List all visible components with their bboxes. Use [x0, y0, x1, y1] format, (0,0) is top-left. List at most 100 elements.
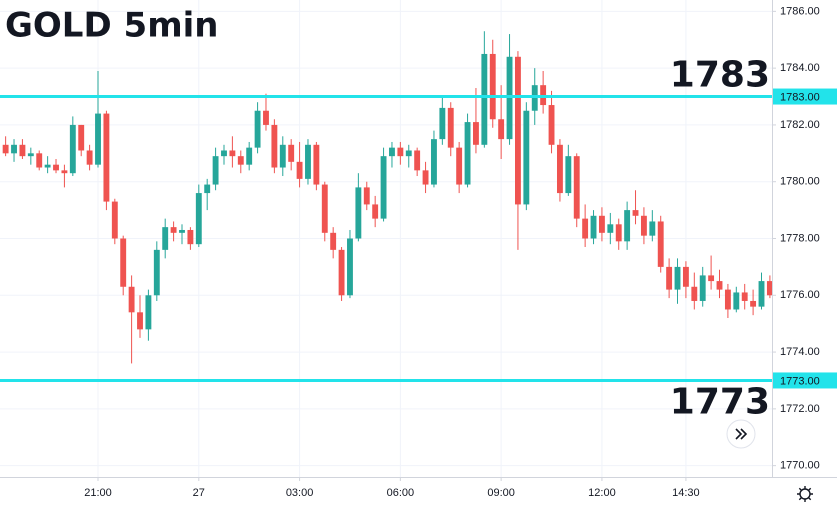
candle-body [120, 238, 127, 287]
candle-body [498, 119, 505, 140]
candle-body [565, 156, 572, 194]
candle-body [666, 266, 673, 290]
candle-body [489, 53, 496, 120]
candle-body [36, 153, 43, 168]
candle-body [615, 224, 622, 242]
y-tick-label: 1774.00 [780, 346, 820, 358]
candle-body [347, 238, 353, 296]
candle-body [372, 204, 379, 219]
candle-body [229, 150, 236, 157]
candle-body [473, 122, 479, 145]
candle-body [263, 110, 269, 125]
candle-body [422, 170, 429, 185]
candle-body [86, 150, 93, 165]
y-tick-label: 1770.00 [780, 460, 820, 472]
gear-icon[interactable] [799, 488, 811, 500]
candle-body [624, 210, 631, 242]
candle-body [153, 249, 160, 296]
candle-body [414, 150, 421, 171]
candle-body [431, 139, 437, 185]
candle-body [212, 156, 219, 185]
candle-body [296, 161, 303, 179]
candle-body [573, 156, 580, 219]
candle-body [699, 275, 706, 301]
candle-body [103, 113, 110, 202]
candle-body [691, 286, 698, 301]
candle-body [733, 292, 740, 310]
candle-body [724, 289, 731, 310]
level-badge-label: 1783.00 [780, 91, 820, 103]
y-tick-label: 1784.00 [780, 62, 820, 74]
candle-body [481, 53, 488, 145]
candle-body [44, 164, 51, 168]
y-tick-label: 1776.00 [780, 289, 820, 301]
candle-body [716, 281, 723, 290]
candle-body [27, 153, 34, 157]
candle-body [254, 110, 261, 148]
levels: 1783 1773 [0, 55, 772, 422]
candle-body [397, 147, 404, 157]
scroll-icon[interactable] [735, 428, 748, 440]
x-tick-label: 27 [193, 487, 205, 499]
settings-button[interactable] [797, 486, 813, 502]
candle-body [11, 144, 17, 154]
candle-body [582, 218, 589, 239]
candle-body [439, 107, 446, 140]
y-tick-label: 1772.00 [780, 403, 820, 415]
candle-body [708, 275, 715, 282]
level-badge-label: 1773.00 [780, 375, 820, 387]
y-tick-label: 1786.00 [780, 5, 820, 17]
scroll-button[interactable] [726, 419, 756, 449]
y-tick-label: 1780.00 [780, 176, 820, 188]
candle-body [330, 232, 337, 250]
x-tick-label: 21:00 [84, 487, 112, 499]
candle-body [162, 227, 169, 250]
level-badge [773, 372, 837, 389]
candle-body [515, 56, 521, 205]
candle-body [456, 147, 463, 185]
candle-body [53, 164, 59, 171]
axes: 1770.00 1772.00 1774.00 1776.00 1778.00 1780.… [84, 5, 837, 499]
candle-body [640, 215, 647, 236]
candle-body [632, 210, 639, 216]
y-tick-label: 1782.00 [780, 119, 820, 131]
candle-body [2, 144, 9, 154]
candle-body [179, 229, 185, 233]
candle-body [464, 122, 471, 185]
candle-body [389, 147, 395, 157]
candle-body [145, 295, 152, 330]
candle-body [246, 147, 253, 165]
candle-body [137, 312, 143, 330]
candle-body [95, 113, 101, 165]
candle-body [111, 201, 118, 239]
gear-teeth[interactable] [797, 486, 813, 502]
candle-body [447, 107, 454, 148]
level-annotation: 1783 [670, 55, 770, 96]
candle-body [758, 281, 765, 307]
candle-body [338, 249, 345, 296]
candle-body [649, 221, 656, 236]
candle-body [741, 292, 748, 301]
candle-body [237, 156, 244, 165]
level-badge [773, 88, 837, 105]
x-tick-label: 09:00 [487, 487, 515, 499]
level-annotation: 1773 [670, 381, 770, 422]
candle-body [598, 215, 605, 233]
candle-body [750, 300, 757, 307]
candle-body [556, 144, 563, 194]
candle-body [204, 184, 211, 194]
candle-body [405, 150, 412, 157]
x-tick-label: 03:00 [286, 487, 314, 499]
x-tick-label: 12:00 [588, 487, 616, 499]
chart-title: GOLD 5min [5, 6, 218, 46]
y-tick-label: 1778.00 [780, 232, 820, 244]
candle-body [766, 281, 773, 296]
candle-body [548, 105, 555, 145]
candle-body [61, 170, 68, 174]
candle-body [607, 224, 614, 233]
candle-body [363, 187, 370, 205]
candle-body [682, 266, 689, 287]
candle-body [380, 156, 387, 219]
candle-body [170, 227, 177, 233]
candle-body [69, 124, 76, 174]
